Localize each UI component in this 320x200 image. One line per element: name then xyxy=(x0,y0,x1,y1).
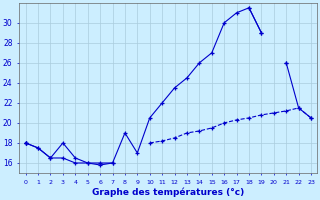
X-axis label: Graphe des températures (°c): Graphe des températures (°c) xyxy=(92,188,244,197)
